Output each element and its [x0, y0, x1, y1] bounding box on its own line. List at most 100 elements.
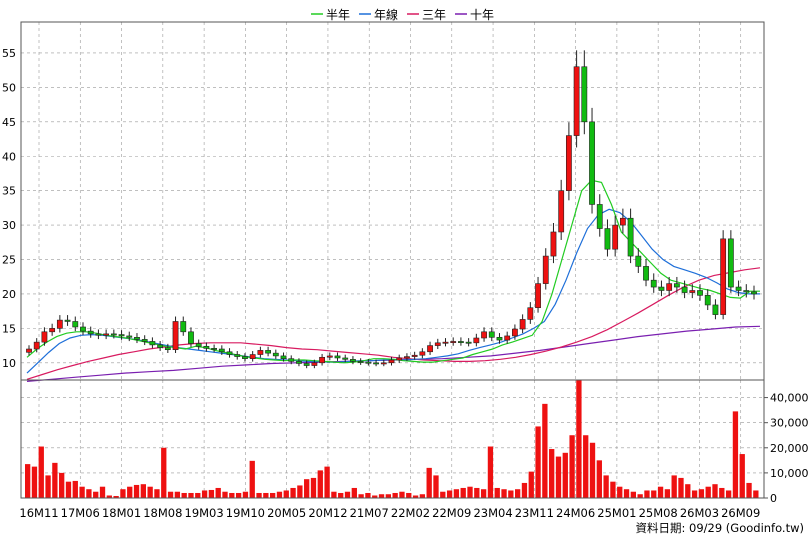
candle-down	[303, 363, 310, 366]
price-y-axis: 10 15 20 25 30 35 40 45 50 55	[2, 47, 16, 370]
legend: 半年 年線 三年 十年	[311, 7, 494, 22]
volume-bar	[426, 467, 432, 498]
volume-bar	[528, 471, 534, 498]
volume-y-tick-label: 30,000	[770, 417, 808, 430]
volume-bar	[201, 490, 208, 498]
volume-bar	[324, 466, 330, 498]
volume-bar	[399, 491, 405, 498]
volume-bar	[596, 460, 602, 498]
x-tick-label: 17M06	[61, 506, 100, 520]
volume-bar	[290, 487, 296, 498]
candle-up	[565, 135, 572, 191]
candle-up	[396, 357, 403, 361]
volume-bar	[161, 447, 167, 498]
candle-up	[56, 319, 63, 329]
candle-down	[188, 331, 194, 344]
x-tick-label: 18M01	[102, 506, 141, 520]
ma-three-year-line	[26, 267, 761, 380]
price-panel: 10 15 20 25 30 35 40 45 50 55	[2, 21, 765, 382]
volume-bar	[283, 490, 289, 498]
volume-bar	[297, 485, 303, 498]
volume-bar	[549, 449, 555, 498]
candle-up	[527, 307, 534, 320]
volume-bar	[372, 495, 378, 498]
price-y-tick-label: 40	[2, 150, 16, 163]
volume-bar	[474, 487, 480, 498]
x-axis-labels: 16M11 17M06 18M01 18M08 19M03 19M10 20M05 20M12…	[19, 506, 760, 520]
volume-bar	[174, 491, 181, 498]
volume-bar	[562, 452, 568, 498]
volume-bar	[453, 489, 460, 498]
candle-down	[118, 334, 125, 337]
candle-down	[218, 348, 225, 353]
volume-bar	[406, 492, 412, 498]
candle-up	[550, 231, 557, 257]
legend-three-year-label: 三年	[422, 8, 446, 22]
candle-down	[458, 341, 464, 343]
volume-bar	[440, 491, 446, 498]
candle-down	[350, 359, 356, 362]
volume-bar	[378, 494, 385, 498]
volume-bar	[610, 481, 616, 498]
volume-y-tick-label: 0	[770, 492, 777, 505]
price-y-tick-label: 45	[2, 116, 16, 129]
volume-bar	[31, 466, 38, 498]
candle-up	[504, 335, 511, 341]
volume-bar	[208, 489, 215, 498]
candle-up	[41, 331, 48, 343]
candle-down	[203, 345, 210, 349]
candle-up	[720, 238, 727, 315]
volume-bar	[358, 494, 364, 498]
candle-up	[558, 190, 565, 233]
volume-bar	[65, 481, 72, 498]
volume-bar	[732, 411, 739, 498]
candle-up	[380, 362, 387, 365]
volume-bar	[113, 495, 119, 498]
volume-bar	[494, 487, 500, 498]
x-tick-label: 25M01	[597, 506, 636, 520]
volume-bar	[140, 484, 146, 498]
candle-up	[612, 224, 619, 250]
candle-down	[87, 330, 94, 335]
moving-average-lines	[26, 179, 761, 382]
volume-grid	[21, 380, 764, 498]
volume-bar	[712, 484, 718, 498]
price-y-tick-label: 10	[2, 357, 16, 370]
price-y-tick-label: 30	[2, 219, 16, 232]
candle-up	[411, 354, 418, 357]
candle-up	[619, 217, 626, 226]
x-tick-label: 16M11	[19, 506, 58, 520]
volume-bar	[338, 492, 344, 498]
volume-bar	[412, 495, 419, 498]
candle-down	[589, 121, 595, 205]
volume-plot-frame	[20, 379, 765, 499]
candle-down	[681, 286, 688, 293]
volume-bar	[310, 477, 317, 498]
price-y-tick-label: 15	[2, 322, 16, 335]
candle-down	[272, 352, 279, 357]
candle-down	[735, 286, 742, 291]
candle-down	[211, 348, 218, 350]
volume-bar	[678, 477, 684, 498]
candle-down	[658, 286, 665, 291]
volume-bar	[392, 492, 398, 498]
volume-bar	[576, 380, 582, 498]
candle-up	[512, 328, 518, 337]
candle-down	[673, 283, 680, 288]
candle-up	[519, 319, 526, 330]
candle-down	[727, 238, 734, 288]
candle-down	[280, 355, 287, 359]
volume-bar	[630, 491, 636, 498]
volume-bar	[508, 490, 514, 498]
volume-bar	[698, 489, 705, 498]
candle-up	[319, 356, 325, 364]
volume-bar	[487, 446, 494, 498]
candle-down	[242, 356, 248, 359]
volume-bar	[419, 494, 426, 498]
volume-y-axis: 0 10,000 20,000 30,000 40,000	[764, 392, 808, 505]
volume-bar	[229, 492, 235, 498]
candle-up	[103, 333, 110, 336]
candlesticks	[26, 50, 757, 369]
volume-bar	[637, 494, 643, 498]
